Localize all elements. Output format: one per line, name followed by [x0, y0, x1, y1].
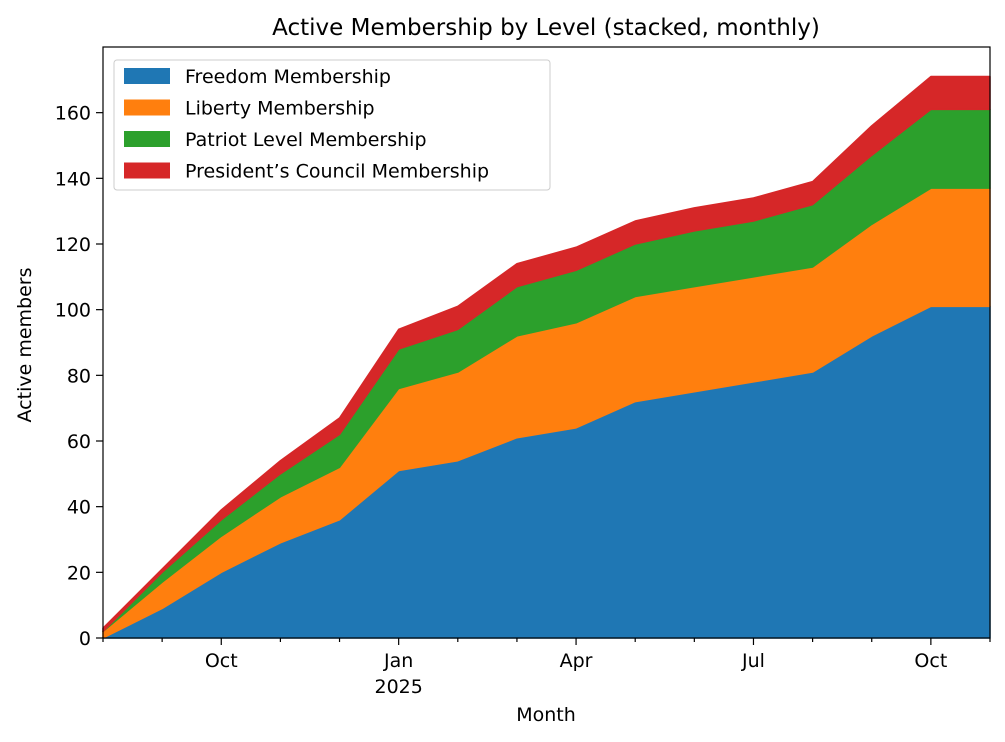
- x-tick-label: Jan: [383, 650, 413, 672]
- legend-swatch: [124, 162, 170, 179]
- x-tick-label: Jul: [741, 650, 765, 672]
- legend-swatch: [124, 131, 170, 147]
- legend-label: Freedom Membership: [185, 66, 391, 88]
- chart-title: Active Membership by Level (stacked, mon…: [272, 15, 820, 41]
- y-tick-label: 20: [67, 562, 91, 584]
- legend-swatch: [124, 68, 170, 84]
- x-axis-title: Month: [516, 704, 576, 726]
- x-tick-label: Apr: [560, 650, 593, 672]
- legend: Freedom Membership Liberty Membership Patr…: [113, 59, 551, 191]
- legend-label: Liberty Membership: [185, 98, 375, 120]
- legend-label: President’s Council Membership: [185, 161, 489, 183]
- x-tick-label: Oct: [914, 650, 947, 672]
- x-axis-ticks: Oct Jan 2025 Apr Jul Oct: [102, 638, 991, 698]
- plot-frame: [102, 46, 991, 639]
- y-axis-ticks: 0 20 40 60 80 100 120 140 160: [55, 103, 103, 650]
- legend-swatch: [124, 99, 170, 116]
- x-tick-label: Oct: [205, 650, 238, 672]
- y-tick-label: 60: [67, 431, 91, 453]
- y-tick-label: 40: [67, 497, 91, 519]
- y-tick-label: 0: [79, 628, 91, 650]
- legend-label: Patriot Level Membership: [185, 129, 427, 151]
- y-tick-label: 140: [55, 168, 91, 190]
- x-tick-sublabel: 2025: [374, 676, 422, 698]
- y-tick-label: 80: [67, 365, 91, 387]
- legend-frame: [113, 59, 551, 191]
- y-tick-label: 100: [55, 300, 91, 322]
- y-tick-label: 120: [55, 234, 91, 256]
- y-tick-label: 160: [55, 103, 91, 125]
- y-axis-title: Active members: [14, 268, 36, 423]
